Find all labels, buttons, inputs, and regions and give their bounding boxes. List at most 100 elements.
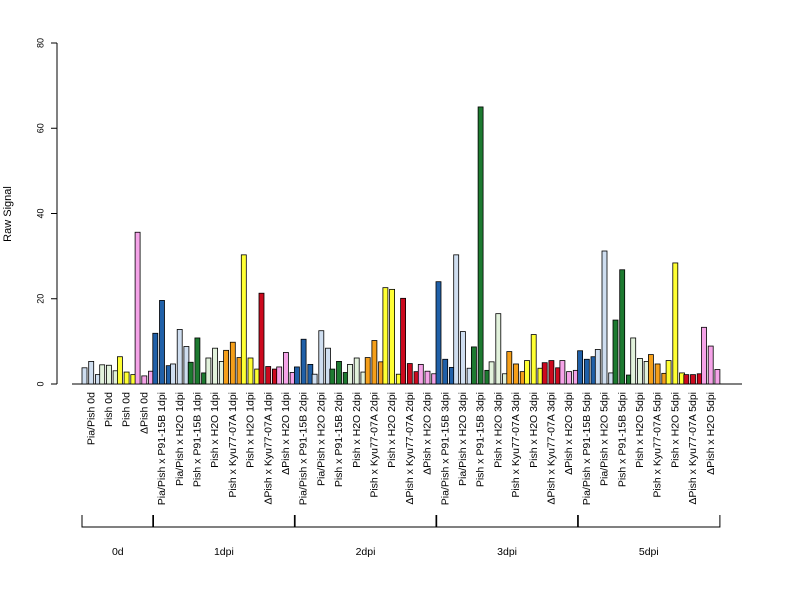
axis-layer: 0 20 40 60 80 — [35, 38, 742, 387]
group-label: 2dpi — [356, 546, 376, 558]
bar — [406, 363, 413, 385]
bar — [577, 350, 583, 385]
bar — [488, 361, 495, 385]
bar — [371, 340, 378, 385]
x-tick-label: Pish x H2O 2dpi — [351, 392, 363, 468]
group-label: 3dpi — [497, 546, 517, 558]
group-bracket — [293, 515, 438, 528]
group-bracket — [435, 515, 579, 528]
bar — [176, 329, 183, 385]
bar — [442, 358, 449, 385]
bar — [548, 360, 555, 385]
bar — [329, 368, 336, 385]
y-tick-label: 40 — [35, 208, 45, 218]
bar — [583, 358, 590, 385]
bar — [453, 254, 460, 385]
bar — [637, 358, 643, 385]
group-bracket — [577, 515, 721, 528]
group-label: 0d — [112, 546, 124, 558]
bar — [506, 351, 513, 385]
bar — [265, 366, 272, 385]
bar — [495, 313, 502, 385]
bar — [524, 360, 530, 385]
bar — [247, 357, 254, 385]
bar — [258, 292, 265, 385]
bar — [347, 363, 353, 385]
bar — [212, 347, 219, 385]
label-layer: Pia/Pish 0d Pish 0d Pish 0d ΔPish 0d Pia/Pis… — [85, 392, 717, 505]
bar — [530, 334, 537, 385]
bar — [382, 287, 389, 385]
bar — [630, 337, 637, 385]
x-tick-label: Pish x Kyu77-07A 1dpi — [227, 392, 239, 498]
x-tick-label: Pish x H2O 5dpi — [669, 392, 681, 468]
bar — [88, 361, 95, 385]
bar — [648, 354, 654, 385]
bar — [654, 363, 661, 385]
bar — [690, 374, 696, 385]
bracket-layer: 0d 1dpi 2dpi 3dpi 5dpi — [81, 515, 721, 558]
bar — [400, 297, 407, 385]
bar — [417, 363, 424, 385]
bar — [701, 326, 707, 385]
y-axis-title: Raw Signal — [2, 186, 14, 242]
group-label: 5dpi — [639, 546, 659, 558]
x-tick-label: Pish x Kyu77-07A 3dpi — [510, 392, 522, 498]
x-tick-label: Pish x H2O 1dpi — [245, 392, 257, 468]
x-tick-label: ΔPish x H2O 3dpi — [563, 392, 575, 475]
x-tick-label: Pish x P91-15B 3dpi — [475, 392, 487, 487]
bar — [134, 231, 141, 385]
group-bracket — [81, 515, 154, 528]
bar — [665, 360, 672, 385]
bar — [389, 288, 396, 385]
x-tick-label: Pia/Pish x H2O 1dpi — [174, 392, 186, 486]
bar — [541, 362, 548, 385]
bar — [152, 332, 159, 385]
x-tick-label: ΔPish x H2O 5dpi — [705, 392, 717, 475]
bar — [325, 347, 331, 385]
bar — [81, 367, 88, 385]
x-tick-label: Pia/Pish x P91-15B 1dpi — [156, 392, 168, 505]
bar — [293, 366, 300, 385]
bar — [672, 262, 679, 385]
bar — [194, 337, 201, 385]
x-tick-label: Pish x H2O 3dpi — [528, 392, 540, 468]
bar — [336, 361, 342, 385]
y-tick-label: 80 — [35, 38, 45, 48]
bar — [477, 106, 484, 385]
bar — [619, 269, 626, 385]
bar — [594, 349, 601, 385]
bar — [141, 375, 148, 385]
bar — [318, 330, 325, 385]
x-tick-label: ΔPish x Kyu77-07A 3dpi — [545, 392, 557, 505]
x-tick-label: Pia/Pish x P91-15B 2dpi — [298, 392, 310, 505]
bar — [683, 374, 690, 385]
x-tick-label: ΔPish x H2O 2dpi — [422, 392, 434, 475]
bar — [187, 361, 194, 385]
bar — [282, 352, 289, 385]
bar — [435, 281, 442, 385]
x-tick-label: ΔPish x Kyu77-07A 5dpi — [687, 392, 699, 505]
bar — [117, 356, 123, 385]
x-tick-label: Pish 0d — [121, 392, 133, 427]
x-tick-label: Pia/Pish 0d — [85, 392, 97, 445]
bar — [300, 338, 307, 385]
bar — [276, 366, 283, 385]
y-tick-label: 0 — [35, 381, 45, 386]
bar — [311, 373, 318, 385]
x-tick-label: ΔPish x H2O 1dpi — [280, 392, 292, 475]
bar — [364, 357, 371, 385]
x-tick-label: Pish x H2O 5dpi — [634, 392, 646, 468]
bar — [205, 357, 212, 385]
bar — [123, 371, 130, 385]
x-tick-label: Pish x P91-15B 2dpi — [333, 392, 345, 487]
bar — [229, 341, 236, 385]
bar — [170, 363, 176, 385]
x-tick-label: Pish x Kyu77-07A 2dpi — [368, 392, 380, 498]
bar — [707, 345, 714, 385]
bar — [106, 364, 112, 385]
y-tick-label: 20 — [35, 294, 45, 304]
bar — [99, 364, 106, 385]
